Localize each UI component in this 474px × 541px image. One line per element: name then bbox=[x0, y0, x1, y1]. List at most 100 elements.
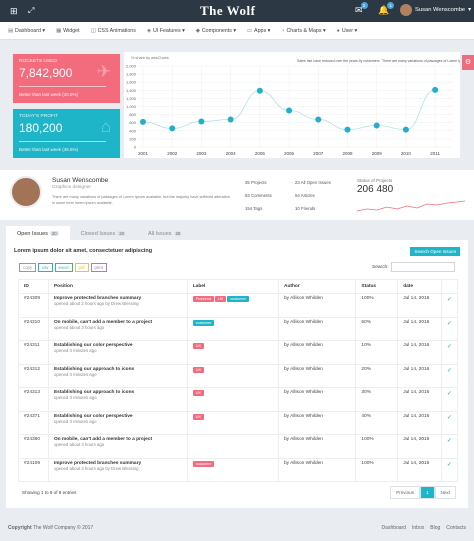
nav-label: Widget bbox=[63, 27, 80, 34]
animations-icon: ◫ bbox=[90, 27, 96, 34]
issues-heading: Lorem ipsum dolor sit amet, consectetuer… bbox=[14, 248, 153, 254]
issue-subtitle: opened 3 minutes ago bbox=[53, 348, 97, 353]
nav-label: Dashboard ▾ bbox=[15, 27, 46, 34]
nav-item-5[interactable]: ▭ Apps ▾ bbox=[247, 28, 270, 34]
footer: Copyright The Wolf Company © 2017 Dashbo… bbox=[0, 520, 474, 541]
column-header[interactable]: date bbox=[397, 279, 442, 294]
previous-page-button[interactable]: Previous bbox=[390, 486, 420, 499]
export-copy-button[interactable]: copy bbox=[19, 263, 37, 272]
table-row[interactable]: #24371 Establishing our color perspective… bbox=[18, 410, 459, 435]
profile-avatar bbox=[10, 176, 42, 208]
issue-title[interactable]: Establishing our color perspective bbox=[53, 413, 133, 419]
issue-title[interactable]: Improve protected branches summary bbox=[53, 296, 142, 301]
nav-item-7[interactable]: ● User ▾ bbox=[337, 28, 358, 34]
nav-item-0[interactable]: ▤ Dashboard ▾ bbox=[8, 28, 45, 34]
column-header[interactable]: Label bbox=[186, 279, 280, 294]
issue-title-cell: On mobile, can't add a member to a proje… bbox=[47, 316, 188, 341]
footer-link-dashboard[interactable]: Dashboard bbox=[381, 525, 407, 531]
issue-labels: UX bbox=[186, 363, 280, 388]
grid-menu-icon[interactable]: ⊞ bbox=[10, 6, 18, 16]
projects-sparkline bbox=[356, 200, 466, 212]
issue-status: 50% bbox=[355, 316, 399, 341]
issue-subtitle: opened about 2 hours ago by Drew Blessin… bbox=[53, 301, 139, 306]
y-tick-label: 800 bbox=[129, 112, 136, 117]
issues-table: ID Position Label Author Status date #24309 Im… bbox=[18, 279, 459, 482]
y-axis-label: % share by awsChairs bbox=[131, 56, 169, 60]
issue-title-cell: Establishing our color perspective opened… bbox=[47, 340, 188, 365]
column-header[interactable]: ID bbox=[18, 279, 49, 294]
issue-labels: customer bbox=[186, 457, 280, 482]
table-row[interactable]: #24380 On mobile, can't add a member to a… bbox=[18, 434, 459, 459]
page-1-button[interactable]: 1 bbox=[419, 486, 435, 499]
issue-title[interactable]: Establishing our approach to icons bbox=[53, 390, 135, 395]
issue-date: Jul 14, 2016 bbox=[397, 457, 442, 482]
x-tick-label: 2006 bbox=[284, 151, 295, 156]
tab-0[interactable]: Open Issues 20 bbox=[6, 226, 70, 242]
dashboard-icon: ▤ bbox=[8, 27, 14, 34]
nav-item-1[interactable]: ▦ Widget bbox=[56, 28, 80, 34]
profile-stat: 154 Tags bbox=[245, 206, 263, 211]
nav-item-6[interactable]: ◔ Charts & Maps ▾ bbox=[281, 28, 325, 34]
table-row[interactable]: #24309 Improve protected branches summary… bbox=[18, 293, 459, 318]
issue-title[interactable]: Establishing our approach to icons bbox=[53, 366, 135, 372]
column-header[interactable]: Status bbox=[355, 279, 399, 294]
export-print-button[interactable]: print bbox=[90, 263, 107, 272]
issue-labels: customer bbox=[186, 316, 280, 341]
annotation: Sales rise have reduced over the years b… bbox=[297, 59, 380, 63]
table-row[interactable]: #24310 On mobile, can't add a member to a… bbox=[18, 316, 459, 341]
avatar bbox=[400, 4, 412, 16]
export-csv-button[interactable]: csv bbox=[38, 263, 53, 272]
issue-title[interactable]: Improve protected branches summary bbox=[53, 460, 142, 466]
nav-item-3[interactable]: ◈ UI Features ▾ bbox=[147, 28, 185, 34]
label-tag: UX bbox=[192, 343, 205, 349]
tab-1[interactable]: Closed Issues 20 bbox=[70, 226, 137, 242]
table-row[interactable]: #24109 Improve protected branches summary… bbox=[18, 457, 459, 482]
export-pdf-button[interactable]: pdf bbox=[74, 263, 89, 272]
issue-title[interactable]: On mobile, can't add a member to a proje… bbox=[53, 319, 153, 325]
label-tag: UX bbox=[192, 390, 205, 396]
data-point bbox=[315, 116, 322, 123]
issue-status: 40% bbox=[355, 410, 399, 435]
mail-icon[interactable]: ✉ 2 bbox=[355, 2, 368, 16]
footer-link-inbox[interactable]: Inbox bbox=[412, 525, 425, 531]
column-header[interactable] bbox=[440, 279, 459, 294]
y-tick-label: 600 bbox=[129, 120, 136, 125]
user-menu[interactable]: Susan Wenscombe ▾ bbox=[400, 4, 471, 16]
check-cell: ✓ bbox=[440, 410, 459, 435]
search-label: Search: bbox=[372, 265, 389, 270]
logo: The Wolf bbox=[200, 3, 256, 18]
nav-label: Charts & Maps ▾ bbox=[286, 27, 326, 34]
issue-title[interactable]: On mobile, can't add a member to a proje… bbox=[53, 437, 153, 442]
table-row[interactable]: #24313 Establishing our approach to icons… bbox=[18, 387, 459, 412]
copyright-company: The Wolf Company © 2017 bbox=[31, 525, 94, 531]
kpi-value: 7,842,900 bbox=[19, 66, 73, 80]
y-tick-label: 2,000 bbox=[126, 64, 137, 69]
label-tag: customer bbox=[192, 319, 215, 326]
check-cell: ✓ bbox=[440, 316, 459, 341]
search-input[interactable] bbox=[391, 262, 455, 272]
check-icon: ✓ bbox=[446, 297, 452, 303]
y-tick-label: 1,600 bbox=[126, 80, 137, 85]
issue-date: Jul 14, 2016 bbox=[397, 293, 442, 318]
export-excel-button[interactable]: excel bbox=[54, 263, 73, 272]
column-header[interactable]: Author bbox=[278, 279, 357, 294]
search-open-issues-button[interactable]: Search Open Issues bbox=[410, 247, 460, 256]
issue-id: #24371 bbox=[18, 410, 49, 435]
next-page-button[interactable]: Next bbox=[434, 486, 456, 499]
settings-tab[interactable]: ⚙ bbox=[462, 55, 474, 70]
apps-icon: ▭ bbox=[247, 27, 253, 34]
table-row[interactable]: #24312 Establishing our approach to icons… bbox=[18, 363, 459, 388]
column-header[interactable]: Position bbox=[47, 279, 188, 294]
tab-2[interactable]: All Issues 20 bbox=[137, 226, 193, 242]
nav-item-4[interactable]: ◆ Components ▾ bbox=[196, 28, 236, 34]
kpi-foot: Better than last week (45.5%) bbox=[19, 147, 79, 152]
profile-stat: 10 Friends bbox=[295, 206, 316, 211]
bell-icon[interactable]: 🔔 1 bbox=[378, 2, 395, 16]
table-row[interactable]: #24311 Establishing our color perspective… bbox=[18, 340, 459, 365]
footer-link-contacts[interactable]: Contacts bbox=[446, 525, 466, 531]
fullscreen-icon[interactable]: ⤢ bbox=[28, 6, 35, 15]
issue-title[interactable]: Establishing our color perspective bbox=[53, 343, 133, 348]
footer-link-blog[interactable]: Blog bbox=[430, 525, 441, 531]
annotation: There are many variations of passages of… bbox=[382, 59, 460, 63]
nav-item-2[interactable]: ◫ CSS Animations bbox=[91, 28, 136, 34]
